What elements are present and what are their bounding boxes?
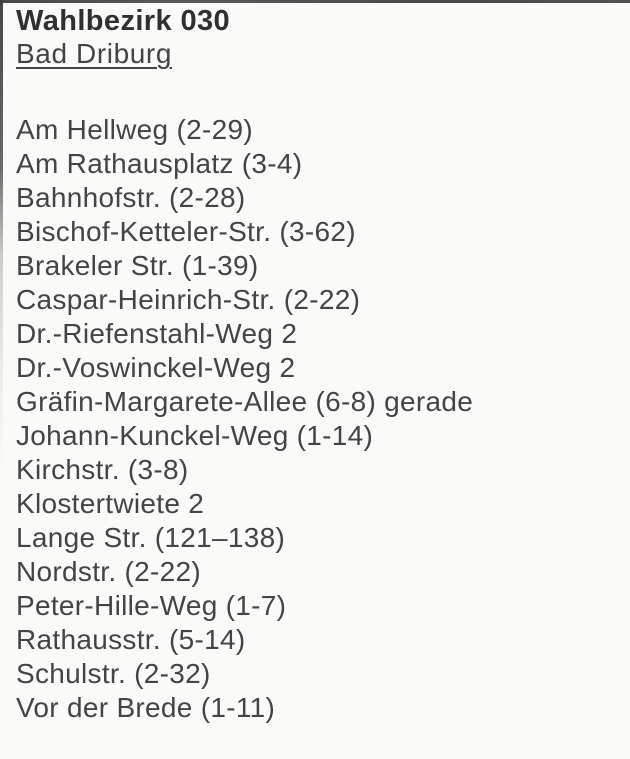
- street-list-item: Bahnhofstr. (2-28): [16, 182, 246, 213]
- street-list-item: Caspar-Heinrich-Str. (2-22): [16, 284, 361, 315]
- street-list-item: Peter-Hille-Weg (1-7): [16, 590, 287, 621]
- street-list-item: Brakeler Str. (1-39): [16, 250, 259, 281]
- scan-left-border: [0, 0, 3, 471]
- street-list-item: Dr.-Voswinckel-Weg 2: [16, 352, 296, 383]
- street-list-item: Lange Str. (121–138): [16, 522, 286, 553]
- street-list-item: Klostertwiete 2: [16, 488, 205, 519]
- document-page: Wahlbezirk 030 Bad Driburg Am Hellweg (2…: [16, 5, 620, 725]
- street-list-item: Nordstr. (2-22): [16, 556, 201, 587]
- town-name: Bad Driburg: [16, 38, 173, 69]
- street-list-item: Bischof-Ketteler-Str. (3-62): [16, 216, 356, 247]
- street-list-item: Johann-Kunckel-Weg (1-14): [16, 420, 374, 451]
- street-list-item: Schulstr. (2-32): [16, 658, 211, 689]
- street-list-item: Gräfin-Margarete-Allee (6-8) gerade: [16, 386, 474, 417]
- street-list-item: Am Rathausplatz (3-4): [16, 148, 303, 179]
- street-list-item: Rathausstr. (5-14): [16, 624, 246, 655]
- scan-top-border: [0, 0, 630, 3]
- street-list-item: Kirchstr. (3-8): [16, 454, 189, 485]
- street-list-item: Dr.-Riefenstahl-Weg 2: [16, 318, 298, 349]
- street-list-item: Am Hellweg (2-29): [16, 114, 253, 145]
- street-list: Am Hellweg (2-29) Am Rathausplatz (3-4) Ba…: [16, 113, 620, 725]
- district-title: Wahlbezirk 030: [16, 5, 231, 37]
- street-list-item: Vor der Brede (1-11): [16, 692, 276, 723]
